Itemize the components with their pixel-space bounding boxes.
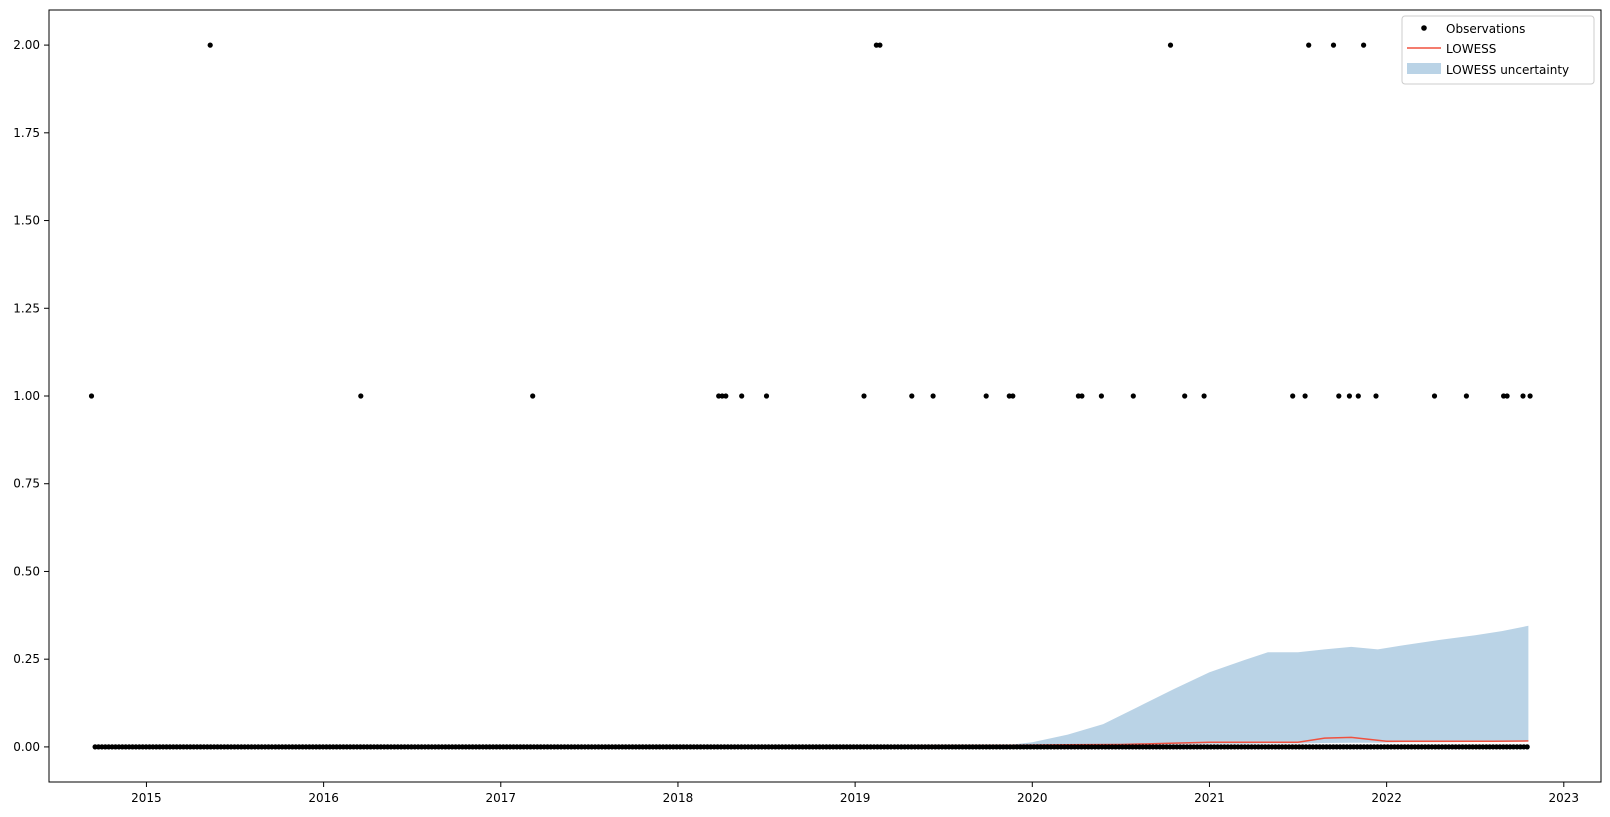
legend-observations-label: Observations: [1446, 22, 1525, 36]
x-tick-label: 2023: [1549, 791, 1580, 805]
x-tick-label: 2018: [663, 791, 694, 805]
uncertainty-band: [1005, 625, 1529, 746]
observation-point: [1431, 393, 1438, 399]
y-tick-label: 0.50: [13, 564, 40, 578]
observation-point: [1167, 42, 1174, 48]
y-tick-label: 1.50: [13, 214, 40, 228]
legend-uncertainty-swatch: [1407, 63, 1441, 74]
x-axis: 2015 2016 2017 2018 2019 2020 2021 2022 2023: [131, 782, 1579, 805]
x-tick-label: 2017: [486, 791, 517, 805]
observation-point: [88, 393, 95, 399]
observation-point: [1182, 393, 1188, 399]
observation-point: [1330, 42, 1337, 48]
observation-point: [1463, 393, 1469, 399]
observation-point: [1130, 393, 1136, 399]
observation-point: [1504, 393, 1510, 399]
observation-point: [1302, 393, 1308, 399]
observation-point: [1336, 393, 1342, 399]
observation-point: [1520, 393, 1526, 399]
y-tick-label: 0.75: [13, 477, 40, 491]
observation-point: [530, 393, 536, 399]
observation-point: [1346, 393, 1352, 399]
x-tick-label: 2016: [308, 791, 339, 805]
x-tick-label: 2020: [1017, 791, 1048, 805]
observation-point: [1306, 42, 1312, 48]
y-tick-label: 2.00: [13, 38, 40, 52]
observation-point: [1290, 393, 1296, 399]
legend-observations-marker: [1421, 25, 1427, 31]
legend-lowess-label: LOWESS: [1446, 42, 1496, 56]
x-tick-label: 2019: [840, 791, 871, 805]
y-tick-label: 1.25: [13, 301, 40, 315]
observation-point: [1355, 393, 1361, 399]
y-tick-label: 1.75: [13, 126, 40, 140]
observation-point: [1524, 744, 1530, 750]
legend: Observations LOWESS LOWESS uncertainty: [1401, 15, 1595, 85]
observation-point: [358, 393, 364, 399]
observation-point: [723, 393, 729, 399]
observation-point: [1201, 393, 1207, 399]
observation-point: [1098, 393, 1104, 399]
observation-point: [763, 393, 770, 399]
observation-point: [739, 393, 745, 399]
observation-point: [909, 393, 915, 399]
y-axis: 0.00 0.25 0.50 0.75 1.00 1.25 1.50 1.75 2.00: [13, 38, 49, 754]
legend-box: [1401, 15, 1595, 85]
observation-point: [719, 393, 725, 399]
x-tick-label: 2021: [1194, 791, 1225, 805]
x-tick-label: 2015: [131, 791, 162, 805]
observation-point: [1010, 393, 1016, 399]
observation-point: [1079, 393, 1085, 399]
observation-point: [983, 393, 989, 399]
uncertainty-layer: [1005, 625, 1529, 746]
observation-point: [1361, 42, 1367, 48]
observation-point: [861, 393, 867, 399]
x-tick-label: 2022: [1371, 791, 1402, 805]
observation-point: [207, 42, 213, 48]
y-tick-label: 0.25: [13, 652, 40, 666]
observation-point: [1527, 393, 1533, 399]
legend-uncertainty-label: LOWESS uncertainty: [1446, 63, 1569, 77]
y-tick-label: 1.00: [13, 389, 40, 403]
observation-point: [930, 393, 936, 399]
y-tick-label: 0.00: [13, 740, 40, 754]
observation-point: [1373, 393, 1379, 399]
observation-point: [877, 42, 883, 48]
observations-layer: [88, 42, 1533, 750]
